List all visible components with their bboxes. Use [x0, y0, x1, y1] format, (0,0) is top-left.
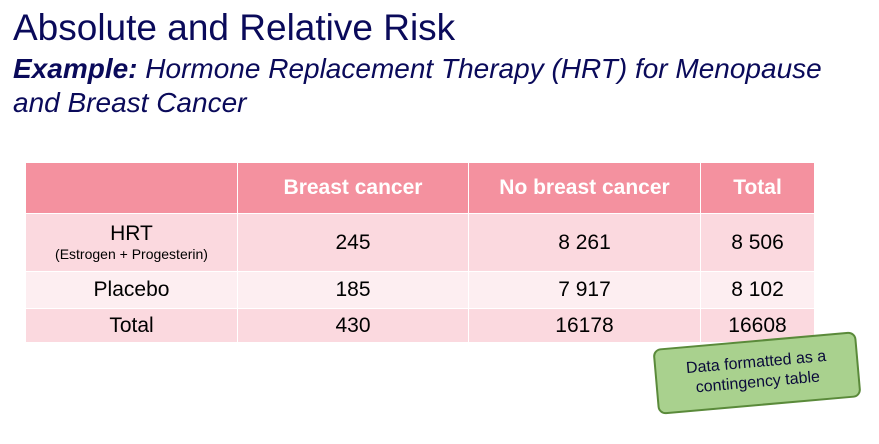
- table-cell: 8 102: [700, 271, 815, 309]
- header-cell-breast-cancer: Breast cancer: [237, 162, 469, 214]
- row-label-cell: Placebo: [25, 271, 238, 309]
- table-row-total: Total 430 16178 16608: [25, 308, 815, 343]
- row-label-cell: Total: [25, 308, 238, 343]
- subtitle-lead: Example:: [13, 53, 138, 84]
- page-subtitle: Example: Hormone Replacement Therapy (HR…: [13, 52, 853, 120]
- table-cell: 8 506: [700, 213, 815, 272]
- table-row-hrt: HRT (Estrogen + Progesterin) 245 8 261 8…: [25, 213, 815, 272]
- table-cell: 185: [237, 271, 469, 309]
- row-label: HRT: [110, 222, 153, 245]
- table-header-row: Breast cancer No breast cancer Total: [25, 162, 815, 214]
- table-cell: 7 917: [468, 271, 701, 309]
- row-label-cell: HRT (Estrogen + Progesterin): [25, 213, 238, 272]
- table-cell: 430: [237, 308, 469, 343]
- page-title: Absolute and Relative Risk: [13, 7, 456, 48]
- row-sublabel: (Estrogen + Progesterin): [55, 246, 208, 262]
- table-cell: 16178: [468, 308, 701, 343]
- header-cell-total: Total: [700, 162, 815, 214]
- table-cell: 245: [237, 213, 469, 272]
- callout-note: Data formatted as a contingency table: [652, 331, 862, 415]
- table-row-placebo: Placebo 185 7 917 8 102: [25, 271, 815, 309]
- contingency-table: Breast cancer No breast cancer Total HRT…: [25, 162, 815, 343]
- table-cell: 8 261: [468, 213, 701, 272]
- callout-note-text: Data formatted as a contingency table: [685, 347, 827, 397]
- subtitle-text: Hormone Replacement Therapy (HRT) for Me…: [13, 53, 822, 118]
- header-cell-blank: [25, 162, 238, 214]
- header-cell-no-breast-cancer: No breast cancer: [468, 162, 701, 214]
